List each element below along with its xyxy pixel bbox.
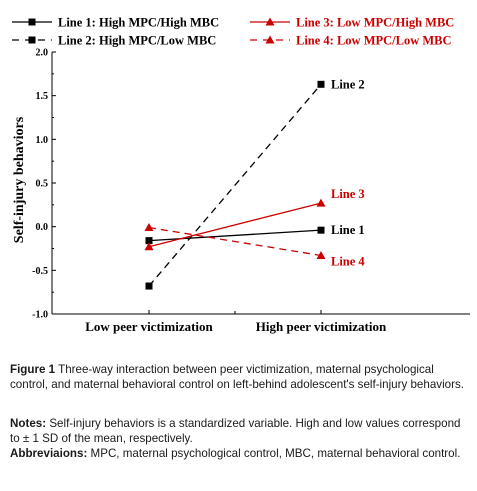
series-4: Line 4: [144, 223, 365, 268]
y-tick-label: 2.0: [36, 48, 49, 59]
data-point: [316, 198, 326, 207]
series-end-label: Line 1: [331, 223, 365, 237]
series-end-label: Line 2: [331, 77, 365, 91]
x-category-label: High peer victimization: [256, 319, 387, 334]
figure-caption: Figure 1 Three-way interaction between p…: [10, 362, 472, 392]
y-tick-label: 0.5: [36, 179, 49, 190]
legend-entry: Line 1: High MPC/High MBC: [12, 16, 219, 30]
series-line: [148, 202, 322, 248]
x-category-label: Low peer victimization: [85, 319, 213, 334]
notes-text: Self-injury behaviors is a standardized …: [10, 417, 461, 445]
figure-caption-text: Three-way interaction between peer victi…: [10, 363, 464, 391]
abbreviations-text: MPC, maternal psychological control, MBC…: [90, 447, 461, 460]
series-3: Line 3: [144, 187, 365, 251]
series-end-label: Line 4: [331, 254, 365, 268]
series-line: [148, 226, 322, 257]
series-1: Line 1: [145, 223, 365, 245]
data-point: [317, 80, 325, 88]
chart-series: Line 1 Line 2 Line 3 Line 4: [144, 77, 365, 290]
data-point: [144, 223, 154, 232]
y-axis-title: Self-injury behaviors: [12, 116, 27, 243]
series-end-label: Line 3: [331, 187, 365, 201]
y-tick-label: 1.0: [36, 135, 49, 146]
y-tick-label: 0.0: [36, 222, 49, 233]
figure-label: Figure 1: [10, 363, 56, 376]
data-point: [145, 237, 153, 245]
y-tick-label: 1.5: [36, 91, 49, 102]
legend-label: Line 2: High MPC/Low MBC: [58, 34, 216, 48]
y-tick-label: -0.5: [32, 266, 48, 277]
series-2: Line 2: [145, 77, 365, 290]
x-axis-categories: Low peer victimization High peer victimiz…: [85, 310, 387, 334]
legend-entry: Line 2: High MPC/Low MBC: [12, 34, 216, 48]
legend-entry: Line 3: Low MPC/High MBC: [250, 16, 454, 30]
figure-abbreviations: Abbreviaions: MPC, maternal psychologica…: [10, 446, 472, 461]
chart-legend: Line 1: High MPC/High MBC Line 2: High MP…: [12, 16, 454, 48]
interaction-chart: Line 1: High MPC/High MBC Line 2: High MP…: [12, 16, 470, 334]
legend-label: Line 1: High MPC/High MBC: [58, 16, 219, 30]
data-point: [317, 226, 325, 234]
legend-marker: [28, 18, 36, 26]
data-point: [316, 250, 326, 259]
chart-axes: [51, 52, 470, 315]
abbreviations-label: Abbreviaions:: [10, 447, 88, 460]
series-line: [148, 83, 322, 287]
legend-entry: Line 4: Low MPC/Low MBC: [250, 34, 452, 48]
legend-marker: [265, 17, 275, 26]
legend-marker: [265, 35, 275, 44]
legend-marker: [28, 36, 36, 44]
notes-label: Notes:: [10, 417, 47, 430]
y-tick-label: -1.0: [32, 310, 48, 321]
figure-notes: Notes: Self-injury behaviors is a standa…: [10, 416, 472, 446]
data-point: [145, 282, 153, 290]
y-axis-ticks: 2.0 1.5 1.0 0.5 0.0 -0.5 -1.0: [32, 48, 56, 321]
data-point: [144, 242, 154, 251]
legend-label: Line 4: Low MPC/Low MBC: [296, 34, 452, 48]
legend-label: Line 3: Low MPC/High MBC: [296, 16, 454, 30]
